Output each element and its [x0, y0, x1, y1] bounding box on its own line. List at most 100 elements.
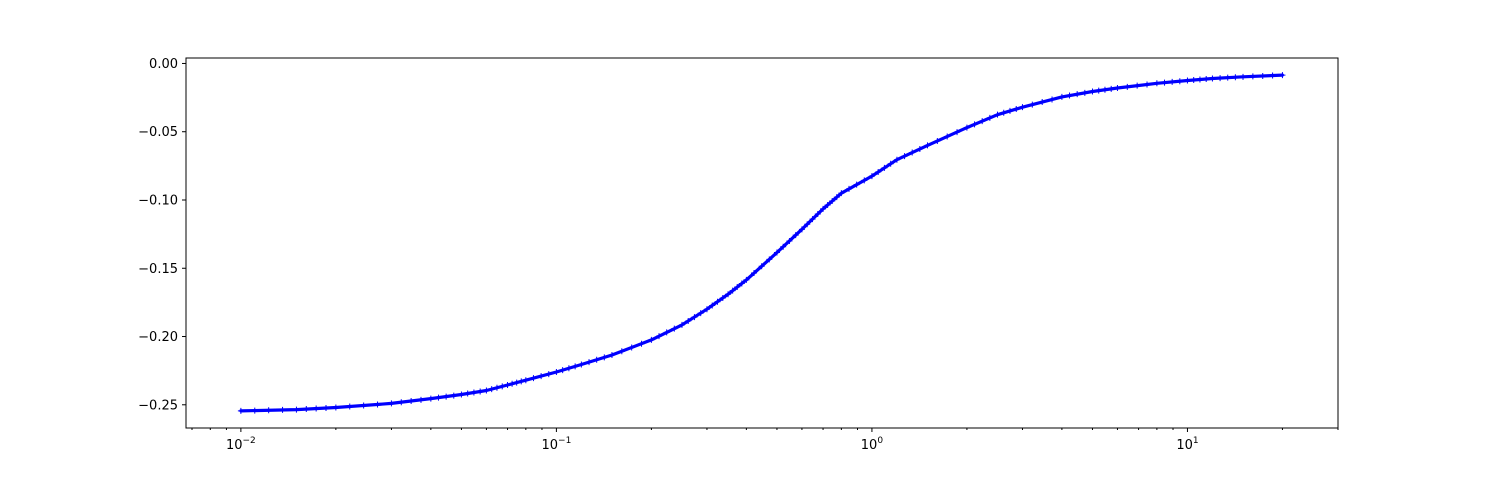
series-marker [618, 348, 625, 355]
series-marker [1101, 86, 1108, 93]
series-marker [1029, 101, 1036, 108]
series-marker [303, 406, 310, 413]
series-marker [1006, 107, 1013, 114]
series-marker [901, 153, 908, 160]
series-marker [608, 351, 615, 358]
series-marker [1217, 75, 1224, 82]
series-marker [499, 383, 506, 390]
series-marker [477, 388, 484, 395]
series-marker [509, 380, 516, 387]
series-marker [820, 205, 827, 212]
series-marker [346, 403, 353, 410]
series-marker [1209, 75, 1216, 82]
y-tick-label: −0.15 [138, 262, 178, 277]
series-marker [408, 398, 415, 405]
series-marker [725, 291, 732, 298]
series-marker [1019, 104, 1026, 111]
series-marker [443, 393, 450, 400]
plot-background [186, 58, 1338, 428]
series-marker [703, 306, 710, 313]
series-marker [804, 221, 811, 228]
series-marker [427, 395, 434, 402]
series-marker [1108, 85, 1115, 92]
series-marker [887, 160, 894, 167]
series-marker [833, 194, 840, 201]
series-marker [360, 402, 367, 409]
series-marker [470, 389, 477, 396]
series-marker [1074, 91, 1081, 98]
series-marker [1224, 74, 1231, 81]
series-marker [792, 232, 799, 239]
series-marker [685, 317, 692, 324]
series-marker [1114, 85, 1121, 92]
x-tick-label-exponent: −2 [243, 436, 256, 446]
series-marker [893, 156, 900, 163]
series-marker [729, 287, 736, 294]
series-marker [265, 407, 272, 414]
series-marker [513, 379, 520, 386]
series-marker [1190, 77, 1197, 84]
series-marker [751, 270, 758, 277]
series-marker [586, 359, 593, 366]
series-marker [1000, 109, 1007, 116]
x-tick-label: 101 [1176, 436, 1198, 453]
series-marker [924, 142, 931, 149]
series-marker [1249, 73, 1256, 80]
series-marker [374, 401, 381, 408]
series-marker [483, 387, 490, 394]
series-marker [518, 378, 525, 385]
series-marker [691, 314, 698, 321]
y-tick-label: 0.00 [149, 57, 178, 72]
series-marker [934, 137, 941, 144]
series-marker [435, 394, 442, 401]
series-marker [738, 280, 745, 287]
series-marker [1196, 76, 1203, 83]
series-marker [458, 391, 465, 398]
y-tick-label: −0.10 [138, 193, 178, 208]
series-marker [786, 237, 793, 244]
series-marker [663, 329, 670, 336]
series-marker [709, 302, 716, 309]
x-tick-label-base: 10 [541, 438, 558, 453]
series-marker [648, 336, 655, 343]
series-marker [1013, 106, 1020, 113]
series-marker [417, 396, 424, 403]
series-marker [909, 149, 916, 156]
series-marker [1058, 93, 1065, 100]
series-marker [766, 256, 773, 263]
x-tick-label-exponent: 0 [877, 436, 883, 446]
series-marker [1203, 75, 1210, 82]
series-marker [530, 375, 537, 382]
series-marker [1176, 78, 1183, 85]
y-tick-label: −0.25 [138, 398, 178, 413]
x-tick-label: 10−2 [226, 436, 256, 453]
axes-frame [185, 57, 1339, 429]
series-marker [809, 216, 816, 223]
series-marker [671, 325, 678, 332]
series-marker [1161, 79, 1168, 86]
series-marker [493, 384, 500, 391]
series-marker [398, 399, 405, 406]
series-marker [1144, 81, 1151, 88]
series-marker [1095, 87, 1102, 94]
y-tick-label: −0.05 [138, 125, 178, 140]
series-marker [881, 164, 888, 171]
series-marker [553, 369, 560, 376]
series-marker [656, 333, 663, 340]
series-marker [829, 198, 836, 205]
series-marker [522, 377, 529, 384]
y-tick-label: −0.20 [138, 330, 178, 345]
series-marker [628, 344, 635, 351]
series-marker [504, 381, 511, 388]
series-marker [678, 321, 685, 328]
series-marker [1124, 83, 1131, 90]
series-marker [994, 111, 1001, 118]
series-marker [332, 404, 339, 411]
series-marker [1279, 72, 1286, 79]
series-marker [293, 406, 300, 413]
x-tick-label-base: 10 [226, 438, 243, 453]
series-marker [601, 354, 608, 361]
series-marker [1089, 88, 1096, 95]
series-marker [572, 363, 579, 370]
series-marker [838, 190, 845, 197]
